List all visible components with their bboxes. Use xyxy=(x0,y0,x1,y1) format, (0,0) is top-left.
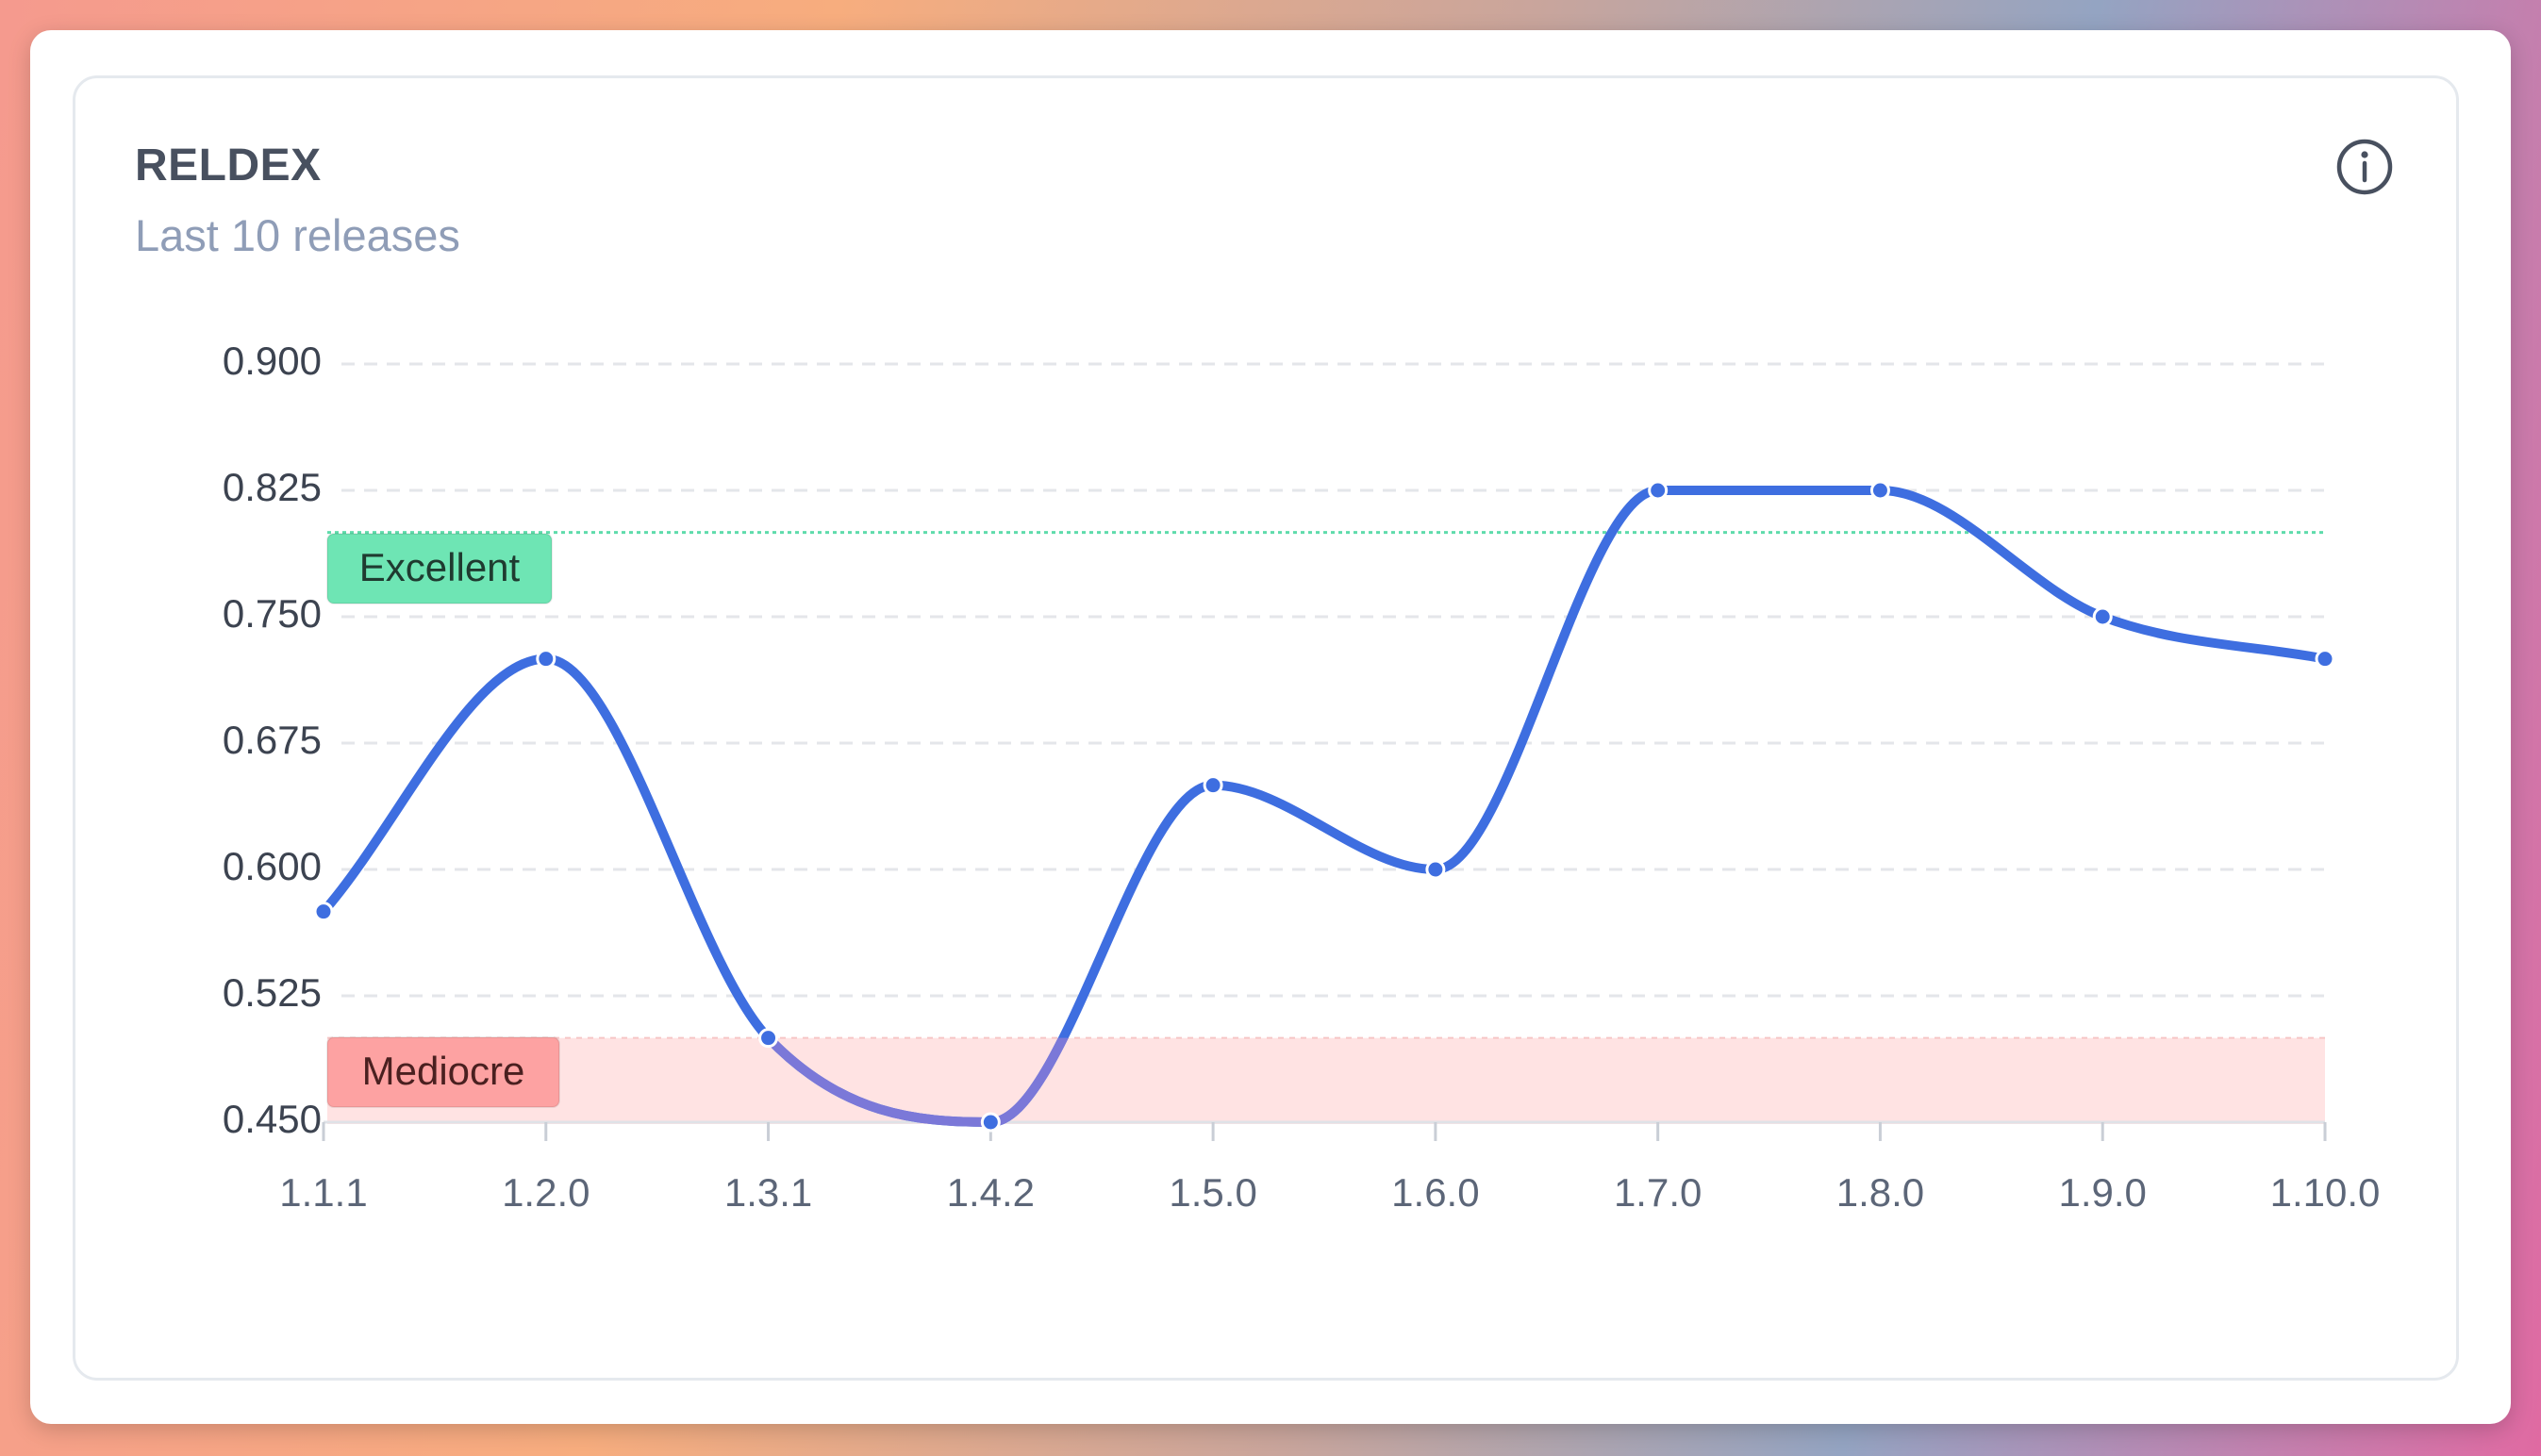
data-point xyxy=(980,1112,1001,1133)
data-point xyxy=(313,902,334,922)
data-point xyxy=(536,649,556,670)
card-title: RELDEX xyxy=(135,141,322,190)
mediocre-band-area xyxy=(327,1037,2325,1124)
x-tick-label: 1.8.0 xyxy=(1836,1170,1924,1215)
series-line-low-segment xyxy=(761,1037,1069,1128)
y-tick-label: 0.900 xyxy=(223,339,322,383)
series-line xyxy=(319,486,2330,1127)
y-tick-label: 0.825 xyxy=(223,465,322,509)
data-point xyxy=(2315,649,2335,670)
excellent-label-bg xyxy=(326,533,553,604)
info-circle-icon xyxy=(2336,139,2393,195)
data-point xyxy=(1648,480,1669,501)
x-tick-label: 1.9.0 xyxy=(2059,1170,2147,1215)
x-tick-label: 1.3.1 xyxy=(724,1170,812,1215)
x-tick-label: 1.5.0 xyxy=(1169,1170,1256,1215)
data-point xyxy=(1869,480,1890,501)
x-tick-label: 1.6.0 xyxy=(1391,1170,1479,1215)
data-point xyxy=(1425,859,1446,880)
x-tick-label: 1.1.1 xyxy=(279,1170,367,1215)
y-tick-label: 0.750 xyxy=(223,591,322,636)
y-tick-label: 0.450 xyxy=(223,1097,322,1141)
y-tick-label: 0.675 xyxy=(223,718,322,762)
excellent-label: Excellent xyxy=(359,545,521,589)
reldex-card xyxy=(73,75,2459,1381)
info-icon[interactable] xyxy=(2335,138,2394,196)
y-tick-label: 0.600 xyxy=(223,844,322,888)
x-tick-label: 1.7.0 xyxy=(1614,1170,1702,1215)
card-subtitle: Last 10 releases xyxy=(135,210,460,260)
x-tick-label: 1.2.0 xyxy=(502,1170,590,1215)
x-tick-label: 1.10.0 xyxy=(2270,1170,2381,1215)
mediocre-label: Mediocre xyxy=(362,1049,525,1093)
data-point xyxy=(1203,775,1223,796)
data-point xyxy=(2092,606,2113,627)
mediocre-label-bg xyxy=(326,1036,560,1108)
y-tick-label: 0.525 xyxy=(223,970,322,1015)
x-tick-label: 1.4.2 xyxy=(947,1170,1035,1215)
data-point xyxy=(758,1028,779,1049)
